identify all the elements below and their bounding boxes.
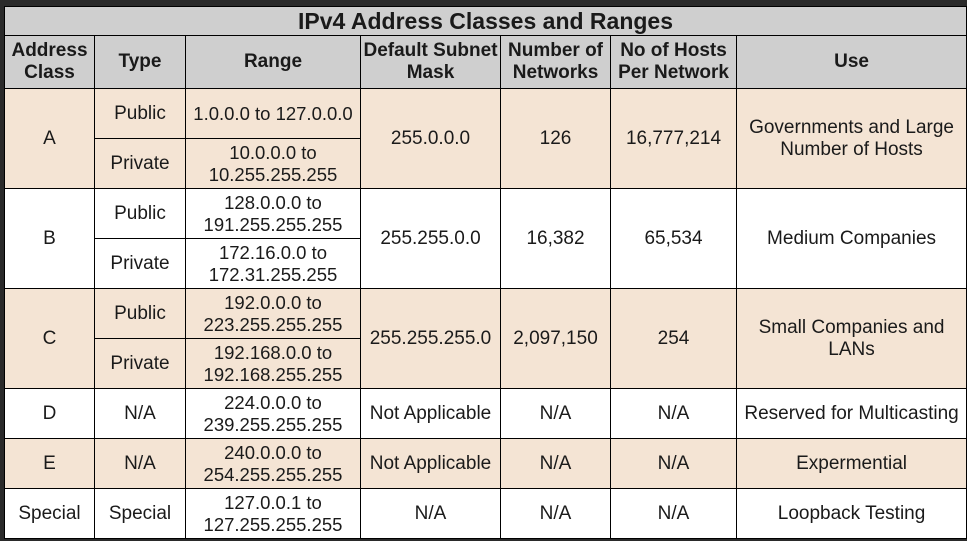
class-cell: Special	[4, 488, 95, 539]
table-row: D N/A 224.0.0.0 to 239.255.255.255 Not A…	[4, 388, 967, 439]
networks-cell: 16,382	[500, 188, 611, 289]
type-cell: N/A	[94, 388, 186, 439]
mask-cell: Not Applicable	[360, 388, 501, 439]
ipv4-classes-table: IPv4 Address Classes and Ranges Address …	[3, 6, 967, 539]
header-address-class: Address Class	[4, 35, 95, 89]
hosts-cell: 254	[610, 288, 737, 389]
range-cell: 192.0.0.0 to 223.255.255.255	[185, 288, 361, 339]
type-cell: Private	[94, 338, 186, 389]
table-row: Private 172.16.0.0 to 172.31.255.255	[5, 238, 967, 289]
hosts-cell: N/A	[610, 488, 737, 539]
mask-cell: N/A	[360, 488, 501, 539]
use-cell: Loopback Testing	[735, 488, 967, 539]
hosts-cell: N/A	[610, 388, 737, 439]
table-row: Private 192.168.0.0 to 192.168.255.255	[5, 338, 967, 389]
type-cell: Public	[94, 88, 186, 139]
table-row: B Public 128.0.0.0 to 191.255.255.255 25…	[4, 188, 967, 289]
type-cell: Public	[94, 188, 186, 239]
hosts-cell: 16,777,214	[610, 88, 737, 189]
class-cell: B	[4, 188, 95, 289]
range-cell: 224.0.0.0 to 239.255.255.255	[185, 388, 361, 439]
type-cell: Private	[94, 238, 186, 289]
use-cell: Governments and Large Number of Hosts	[735, 88, 967, 189]
class-cell: D	[4, 388, 95, 439]
range-cell: 10.0.0.0 to 10.255.255.255	[185, 138, 361, 189]
table-title: IPv4 Address Classes and Ranges	[3, 6, 967, 36]
type-cell: Special	[94, 488, 186, 539]
range-cell: 192.168.0.0 to 192.168.255.255	[185, 338, 361, 389]
header-type: Type	[94, 35, 186, 89]
use-cell: Reserved for Multicasting	[735, 388, 967, 439]
range-cell: 1.0.0.0 to 127.0.0.0	[185, 88, 361, 139]
table-row: A Public 1.0.0.0 to 127.0.0.0 255.0.0.0 …	[4, 88, 967, 189]
table-row: Private 10.0.0.0 to 10.255.255.255	[5, 138, 967, 189]
class-cell: E	[4, 438, 95, 489]
use-cell: Expermential	[735, 438, 967, 489]
type-cell: N/A	[94, 438, 186, 489]
hosts-cell: N/A	[610, 438, 737, 489]
table-row: Special Special 127.0.0.1 to 127.255.255…	[4, 488, 967, 539]
networks-cell: 2,097,150	[500, 288, 611, 389]
header-mask: Default Subnet Mask	[360, 35, 501, 89]
networks-cell: 126	[500, 88, 611, 189]
use-cell: Small Companies and LANs	[735, 288, 967, 389]
mask-cell: 255.255.255.0	[360, 288, 501, 389]
header-range: Range	[185, 35, 361, 89]
table-frame: IPv4 Address Classes and Ranges Address …	[3, 6, 967, 539]
table-row: E N/A 240.0.0.0 to 254.255.255.255 Not A…	[4, 438, 967, 489]
table-row: C Public 192.0.0.0 to 223.255.255.255 25…	[4, 288, 967, 389]
networks-cell: N/A	[500, 438, 611, 489]
type-cell: Public	[94, 288, 186, 339]
class-cell: A	[4, 88, 95, 189]
mask-cell: Not Applicable	[360, 438, 501, 489]
header-hosts: No of Hosts Per Network	[610, 35, 737, 89]
mask-cell: 255.255.0.0	[360, 188, 501, 289]
range-cell: 127.0.0.1 to 127.255.255.255	[185, 488, 361, 539]
header-use: Use	[735, 35, 967, 89]
hosts-cell: 65,534	[610, 188, 737, 289]
range-cell: 240.0.0.0 to 254.255.255.255	[185, 438, 361, 489]
networks-cell: N/A	[500, 388, 611, 439]
mask-cell: 255.0.0.0	[360, 88, 501, 189]
range-cell: 128.0.0.0 to 191.255.255.255	[185, 188, 361, 239]
use-cell: Medium Companies	[735, 188, 967, 289]
range-cell: 172.16.0.0 to 172.31.255.255	[185, 238, 361, 289]
header-networks: Number of Networks	[500, 35, 611, 89]
class-cell: C	[4, 288, 95, 389]
networks-cell: N/A	[500, 488, 611, 539]
type-cell: Private	[94, 138, 186, 189]
